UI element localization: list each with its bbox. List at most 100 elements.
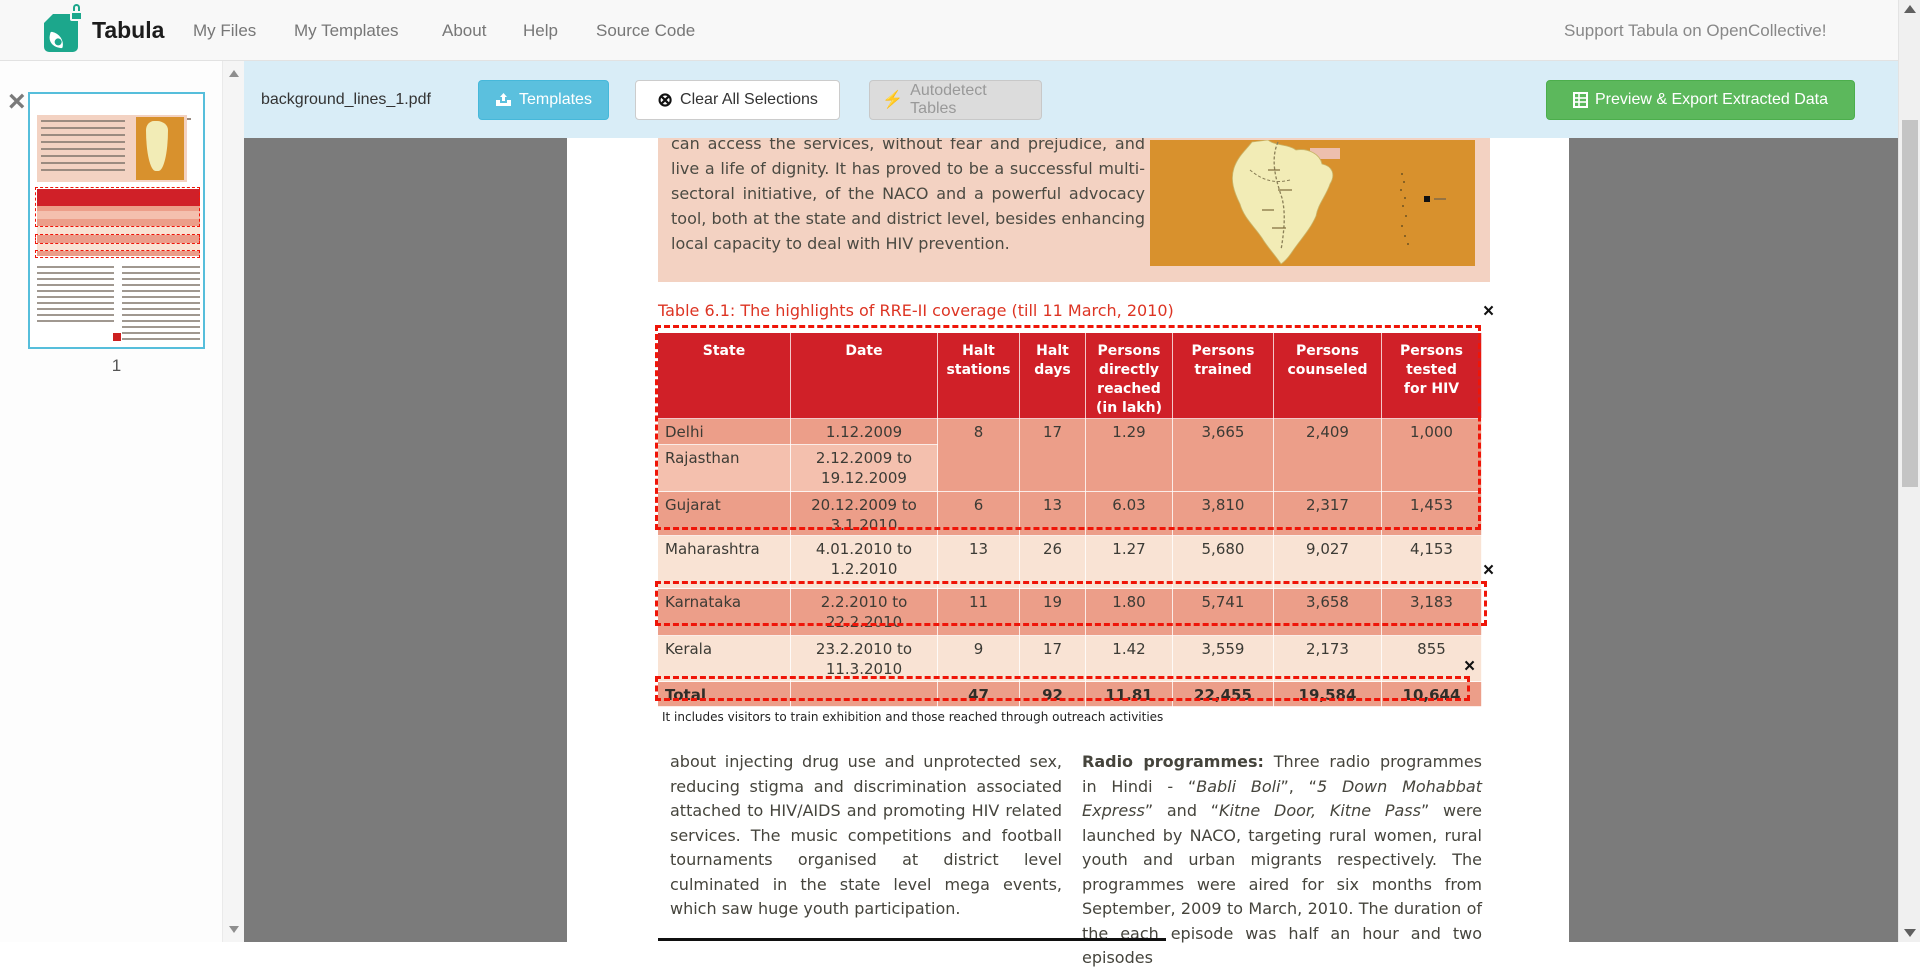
autodetect-button-label: Autodetect Tables	[910, 82, 987, 117]
window-scrollbar[interactable]	[1898, 0, 1920, 942]
table-cell: 2,173	[1273, 635, 1382, 682]
table-cell: 855	[1381, 635, 1482, 682]
table-cell: 11	[937, 588, 1020, 636]
thumb-text-line	[122, 314, 200, 316]
table-cell: Kerala	[657, 635, 791, 682]
table-cell: 3,183	[1381, 588, 1482, 636]
thumb-text-line	[122, 320, 200, 322]
table-header-cell: Date	[790, 332, 938, 419]
thumb-text-line	[122, 308, 200, 310]
logo-lock-shackle	[73, 4, 80, 12]
remove-page-button[interactable]: ×	[8, 85, 26, 118]
body-text-right-column: Radio programmes: Three radio programmes…	[1082, 752, 1483, 967]
thumb-text-line	[122, 296, 200, 298]
window-scrollbar-thumb[interactable]	[1902, 120, 1918, 487]
remove-selection-2-button[interactable]: ×	[1483, 560, 1495, 581]
sidebar-scroll-up-icon[interactable]	[228, 70, 239, 77]
thumb-text-line	[122, 338, 200, 340]
thumb-text-line	[122, 326, 200, 328]
pdf-viewport: can access the services, without fear an…	[244, 138, 1898, 967]
thumb-text-line	[122, 290, 200, 292]
thumb-table-row	[37, 211, 200, 219]
nav-my-files[interactable]: My Files	[193, 21, 257, 40]
thumb-red-marker	[113, 333, 121, 341]
thumb-text-line	[122, 278, 200, 280]
table-cell: 26	[1019, 535, 1086, 589]
nav-source-code[interactable]: Source Code	[596, 21, 696, 40]
table-cell: 2.2.2010 to 22.2.2010	[790, 588, 938, 636]
thumb-text-line	[37, 320, 114, 322]
table-cell: 9	[937, 635, 1020, 682]
thumb-text-line	[37, 284, 114, 286]
logo-fold	[44, 14, 53, 23]
table-cell: Rajasthan	[657, 444, 791, 492]
thumb-table-row	[37, 206, 200, 211]
templates-button[interactable]: Templates	[478, 80, 609, 120]
thumb-text-line	[37, 302, 114, 304]
scroll-up-arrow-icon[interactable]	[1903, 5, 1916, 13]
thumb-text-line	[41, 169, 125, 171]
table-selection-2[interactable]	[655, 581, 1487, 626]
table-header-cell: Persons trained	[1172, 332, 1274, 419]
filename-label: background_lines_1.pdf	[261, 91, 431, 108]
thumb-text-line	[41, 141, 125, 143]
table-cell: 19,584	[1273, 681, 1382, 707]
autodetect-tables-button[interactable]: ⚡ Autodetect Tables	[869, 80, 1042, 120]
thumb-text-line	[41, 120, 125, 122]
thumb-text-line	[37, 290, 114, 292]
thumb-text-line	[41, 148, 125, 150]
table-cell: 9,027	[1273, 535, 1382, 589]
page-thumbnail[interactable]	[28, 92, 205, 349]
thumb-text-line	[122, 332, 200, 334]
lightning-icon: ⚡	[882, 90, 904, 109]
table-selection-3[interactable]	[655, 676, 1470, 701]
remove-selection-3-button[interactable]: ×	[1464, 656, 1476, 677]
thumb-text-line	[41, 162, 125, 164]
templates-tray-icon	[495, 92, 512, 108]
table-header-cell: Persons tested for HIV	[1381, 332, 1482, 419]
body-text-left-column: about injecting drug use and unprotected…	[670, 752, 1062, 918]
table-selection-1[interactable]	[655, 325, 1481, 530]
table-cell: 23.2.2010 to 11.3.2010	[790, 635, 938, 682]
table-header-cell: State	[657, 332, 791, 419]
table-cell: 1.80	[1085, 588, 1173, 636]
nav-help[interactable]: Help	[523, 21, 558, 40]
table-grid-icon	[1573, 92, 1588, 108]
toolbar: background_lines_1.pdf Templates ⊗ Clear…	[244, 61, 1898, 138]
clear-circle-x-icon: ⊗	[657, 89, 674, 111]
clear-all-selections-button[interactable]: ⊗ Clear All Selections	[635, 80, 840, 120]
table-header-cell: Halt stations	[937, 332, 1020, 419]
remove-selection-1-button[interactable]: ×	[1483, 301, 1495, 322]
india-map	[1150, 140, 1475, 266]
thumb-text-line	[37, 278, 114, 280]
thumb-table-row	[37, 251, 200, 256]
sidebar-scroll-down-icon[interactable]	[229, 926, 239, 933]
table-footnote: It includes visitors to train exhibition…	[662, 710, 1164, 724]
table-cell: 17	[1019, 418, 1086, 492]
thumb-table-row	[37, 235, 200, 243]
thumb-text-line	[122, 272, 200, 274]
nav-my-templates[interactable]: My Templates	[294, 21, 399, 40]
scroll-down-arrow-icon[interactable]	[1904, 929, 1916, 937]
brand-title: Tabula	[92, 17, 165, 43]
table-cell: 1.29	[1085, 418, 1173, 492]
intro-paragraph: can access the services, without fear an…	[671, 138, 1145, 253]
table-cell: 92	[1019, 681, 1086, 707]
pdf-page[interactable]: can access the services, without fear an…	[567, 138, 1569, 967]
thumb-selection	[35, 187, 200, 227]
thumb-text-line	[37, 308, 114, 310]
thumb-text-line	[41, 134, 125, 136]
support-link[interactable]: Support Tabula on OpenCollective!	[1564, 21, 1827, 40]
thumb-table-row	[37, 219, 200, 226]
thumb-selection	[35, 234, 200, 244]
sidebar-scrollbar[interactable]	[222, 61, 244, 942]
preview-export-button[interactable]: Preview & Export Extracted Data	[1546, 80, 1855, 120]
table-cell: 3,665	[1172, 418, 1274, 492]
table-header-cell: Persons directly reached (in lakh)	[1085, 332, 1173, 419]
templates-button-label: Templates	[519, 91, 592, 108]
nav-about[interactable]: About	[442, 21, 487, 40]
intro-text-box: can access the services, without fear an…	[658, 138, 1490, 282]
table-cell: 4.01.2010 to 1.2.2010	[790, 535, 938, 589]
page-number-label: 1	[111, 356, 122, 375]
navbar: Tabula My Files My Templates About Help …	[0, 0, 1898, 61]
